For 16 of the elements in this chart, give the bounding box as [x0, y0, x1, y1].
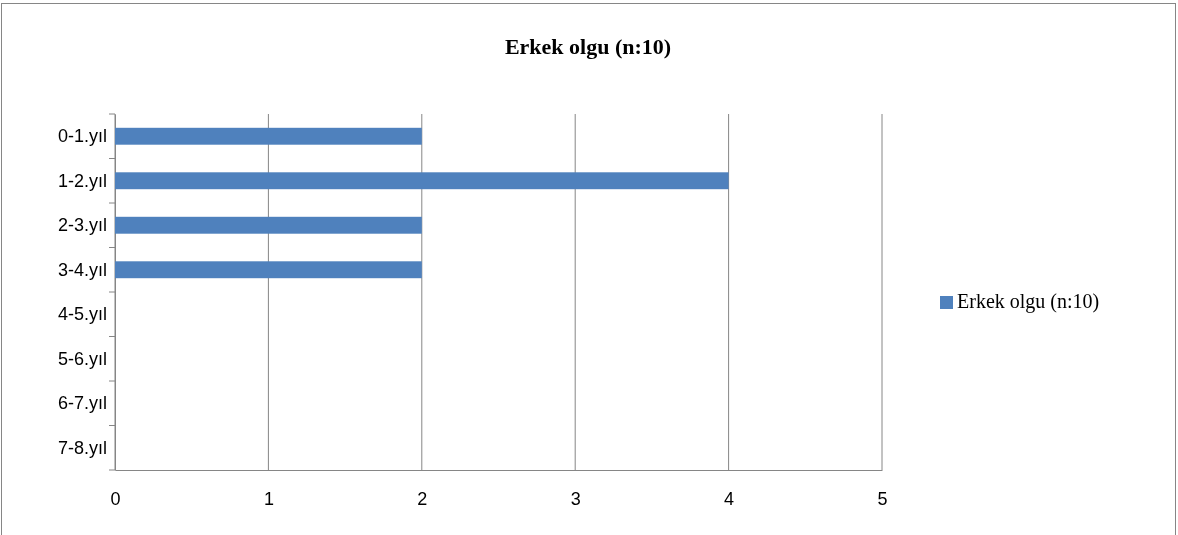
- y-tick-label: 5-6.yıl: [57, 348, 107, 369]
- y-tick-label: 7-8.yıl: [57, 437, 107, 458]
- legend-label: Erkek olgu (n:10): [957, 290, 1100, 313]
- y-tick-label: 0-1.yıl: [57, 126, 107, 147]
- x-tick-label: 2: [417, 488, 428, 509]
- x-tick-label: 0: [110, 488, 121, 509]
- y-tick-label: 4-5.yıl: [57, 304, 107, 325]
- y-tick-label: 3-4.yıl: [57, 259, 107, 280]
- x-tick-label: 4: [724, 488, 735, 509]
- chart-title: Erkek olgu (n:10): [504, 34, 672, 59]
- y-tick-label: 6-7.yıl: [57, 393, 107, 414]
- y-tick-label: 1-2.yıl: [57, 170, 107, 191]
- y-tick-label: 2-3.yıl: [57, 215, 107, 236]
- x-tick-label: 5: [877, 488, 888, 509]
- x-tick-label: 1: [263, 488, 274, 509]
- x-tick-label: 3: [570, 488, 581, 509]
